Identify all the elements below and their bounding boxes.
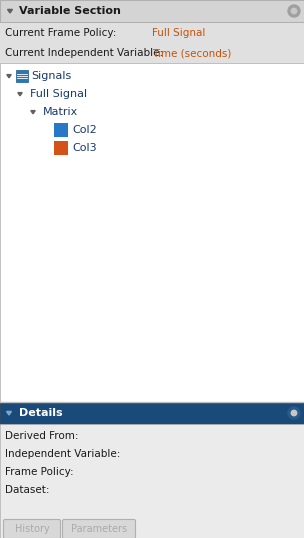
Text: Dataset:: Dataset: <box>5 485 50 495</box>
Text: Matrix: Matrix <box>43 107 78 117</box>
Text: Full Signal: Full Signal <box>30 89 87 99</box>
Text: Details: Details <box>19 408 63 418</box>
Text: Derived From:: Derived From: <box>5 431 78 441</box>
FancyBboxPatch shape <box>0 0 304 22</box>
FancyBboxPatch shape <box>54 141 68 155</box>
FancyBboxPatch shape <box>63 520 136 538</box>
Circle shape <box>291 410 297 416</box>
FancyBboxPatch shape <box>4 520 60 538</box>
FancyBboxPatch shape <box>0 23 304 43</box>
Polygon shape <box>7 75 11 78</box>
Polygon shape <box>8 10 12 13</box>
Text: Current Independent Variable:: Current Independent Variable: <box>5 48 163 58</box>
Text: Signals: Signals <box>31 71 71 81</box>
FancyBboxPatch shape <box>0 43 304 63</box>
Text: Col2: Col2 <box>72 125 97 135</box>
FancyBboxPatch shape <box>0 402 304 424</box>
FancyBboxPatch shape <box>0 424 304 538</box>
FancyBboxPatch shape <box>0 63 304 402</box>
Text: Col3: Col3 <box>72 143 97 153</box>
FancyBboxPatch shape <box>16 70 28 82</box>
Text: History: History <box>15 524 49 534</box>
Text: Parameters: Parameters <box>71 524 127 534</box>
Text: Full Signal: Full Signal <box>152 28 206 38</box>
Polygon shape <box>6 412 12 415</box>
FancyBboxPatch shape <box>54 123 68 137</box>
Text: Variable Section: Variable Section <box>19 6 121 16</box>
Text: Time (seconds): Time (seconds) <box>152 48 231 58</box>
Polygon shape <box>31 111 35 114</box>
Circle shape <box>288 5 300 17</box>
Circle shape <box>288 407 300 419</box>
Polygon shape <box>18 93 22 96</box>
Text: Frame Policy:: Frame Policy: <box>5 467 74 477</box>
Circle shape <box>291 8 297 13</box>
Text: Current Frame Policy:: Current Frame Policy: <box>5 28 116 38</box>
Text: Independent Variable:: Independent Variable: <box>5 449 120 459</box>
